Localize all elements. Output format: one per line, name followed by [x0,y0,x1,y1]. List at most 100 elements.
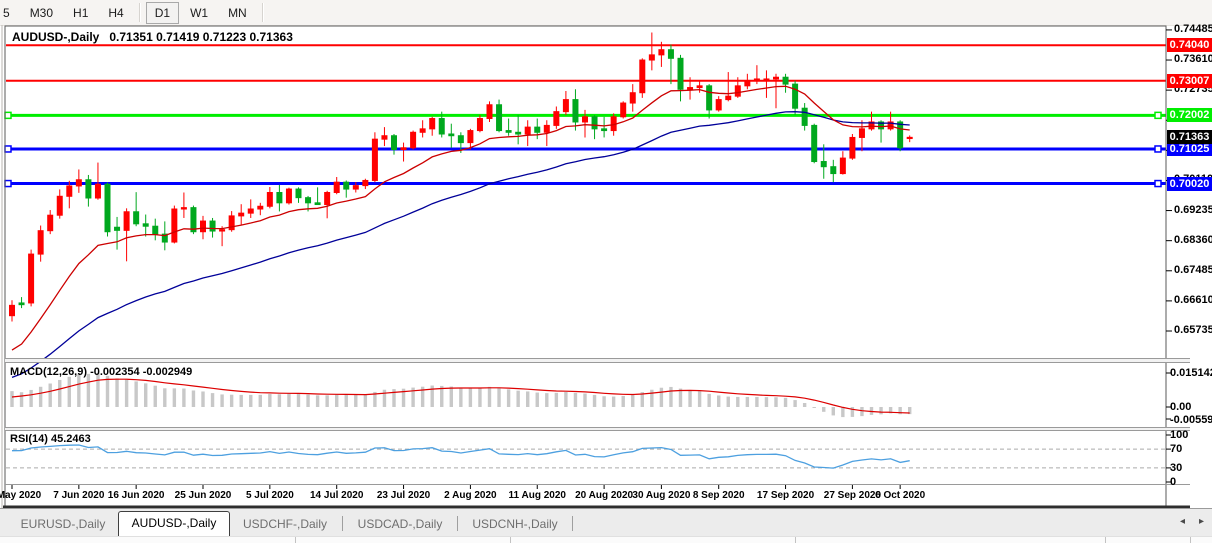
timeframe-button-m30[interactable]: M30 [29,5,54,20]
candlestick [629,92,636,104]
timeframe-button-d1[interactable]: D1 [145,1,180,24]
candlestick [28,253,35,304]
candlestick [391,135,397,150]
candlestick [448,133,455,137]
candlestick [457,135,464,144]
tab-usdcnh[interactable]: USDCNH-,Daily [472,517,558,531]
candlestick [591,116,598,130]
candlestick [830,166,837,175]
hline-price-badge: 0.72002 [1167,108,1212,123]
candlestick [305,197,312,204]
candlestick [400,147,407,150]
rsi-axis-tick: 100 [1170,429,1189,441]
candlestick [190,207,197,233]
candlestick [496,104,503,132]
hline-price-badge: 0.73007 [1167,73,1212,88]
divider [1190,537,1191,543]
candlestick [85,179,92,199]
date-axis-label: 27 Sep 2020 [823,490,882,501]
candlestick [677,57,684,90]
candlestick [572,99,579,123]
candlestick [620,102,627,118]
hline-handle[interactable] [4,145,12,153]
candlestick [285,188,292,204]
date-axis-label: 14 Jul 2020 [310,490,364,501]
candlestick [171,208,178,243]
divider [295,537,296,543]
candlestick [180,207,187,210]
candlestick [687,87,694,90]
date-axis-label: 16 Jun 2020 [107,490,165,501]
candlestick [266,192,273,207]
hline-handle[interactable] [1154,179,1162,188]
hline-handle[interactable] [4,179,12,188]
tab-usdcad[interactable]: USDCAD-,Daily [357,517,443,531]
candlestick [381,135,388,140]
tab-audusd[interactable]: AUDUSD-,Daily [118,511,230,536]
price-axis-tick: 0.68360 [1174,233,1212,246]
hline-0.71025[interactable] [4,145,1166,153]
candlestick [9,304,15,317]
ma-slow-line [11,111,910,379]
date-axis-label: 5 Jul 2020 [245,490,294,501]
timeframe-button-h1[interactable]: H1 [73,5,89,20]
tab-scroll-right-icon[interactable]: ▸ [1198,516,1204,527]
hline-0.70020[interactable] [4,179,1166,188]
timeframe-button-h4[interactable]: H4 [108,5,124,20]
candlestick [782,76,789,85]
candlestick [839,157,846,175]
candlestick [906,136,913,140]
timeframe-button-w1[interactable]: W1 [190,5,209,20]
hline-price-badge: 0.70020 [1167,176,1212,191]
timeframe-button-5[interactable]: 5 [3,5,10,20]
timeframe-button-mn[interactable]: MN [228,5,247,20]
candles-layer [9,32,913,322]
rsi-axis-tick: 30 [1170,461,1183,474]
candlestick [505,130,512,133]
tab-eurusd[interactable]: EURUSD-,Daily [20,517,106,531]
hline-price-badge: 0.74040 [1167,38,1212,53]
price-axis-tick: 0.74485 [1174,22,1212,35]
hline-handle[interactable] [1154,111,1162,120]
candlestick [601,128,608,132]
candlestick [438,118,445,135]
candlestick [114,226,121,231]
macd-indicator-label: MACD(12,26,9) -0.002354 -0.002949 [10,366,193,378]
date-axis-label: 8 Sep 2020 [692,490,745,501]
candlestick [75,179,82,187]
candlestick [562,99,569,113]
toolbar-separator [261,3,263,22]
candlestick [247,208,254,214]
candlestick [352,185,359,190]
hline-handle[interactable] [1154,145,1162,153]
chart-ohlc-values: 0.71351 0.71419 0.71223 0.71363 [109,30,293,44]
candlestick [104,183,111,233]
divider [1105,537,1106,543]
macd-axis-tick: 0.015142 [1170,367,1212,379]
candlestick [763,78,770,81]
chart-bottom-border [3,505,1190,509]
candlestick [209,220,216,232]
date-axis-label: 25 Jun 2020 [174,490,232,501]
price-axis-tick: 0.65735 [1174,323,1212,336]
candlestick [324,192,331,206]
candlestick [811,124,818,163]
tab-scroll-left-icon[interactable]: ◂ [1179,516,1185,527]
candlestick [868,121,875,130]
candlestick [849,136,856,159]
toolbar-separator [138,3,140,22]
candlestick [820,161,827,168]
candlestick [897,121,904,149]
current-price-badge: 0.71363 [1167,130,1212,145]
candlestick [362,179,369,187]
chart-symbol-label: AUDUSD-,Daily [12,30,100,44]
tab-usdchf[interactable]: USDCHF-,Daily [243,517,327,531]
candlestick [429,118,436,130]
hline-0.72002[interactable] [4,111,1166,120]
candlestick [648,54,655,61]
rsi-line [11,444,910,469]
candlestick [142,223,149,227]
hline-handle[interactable] [4,111,12,120]
